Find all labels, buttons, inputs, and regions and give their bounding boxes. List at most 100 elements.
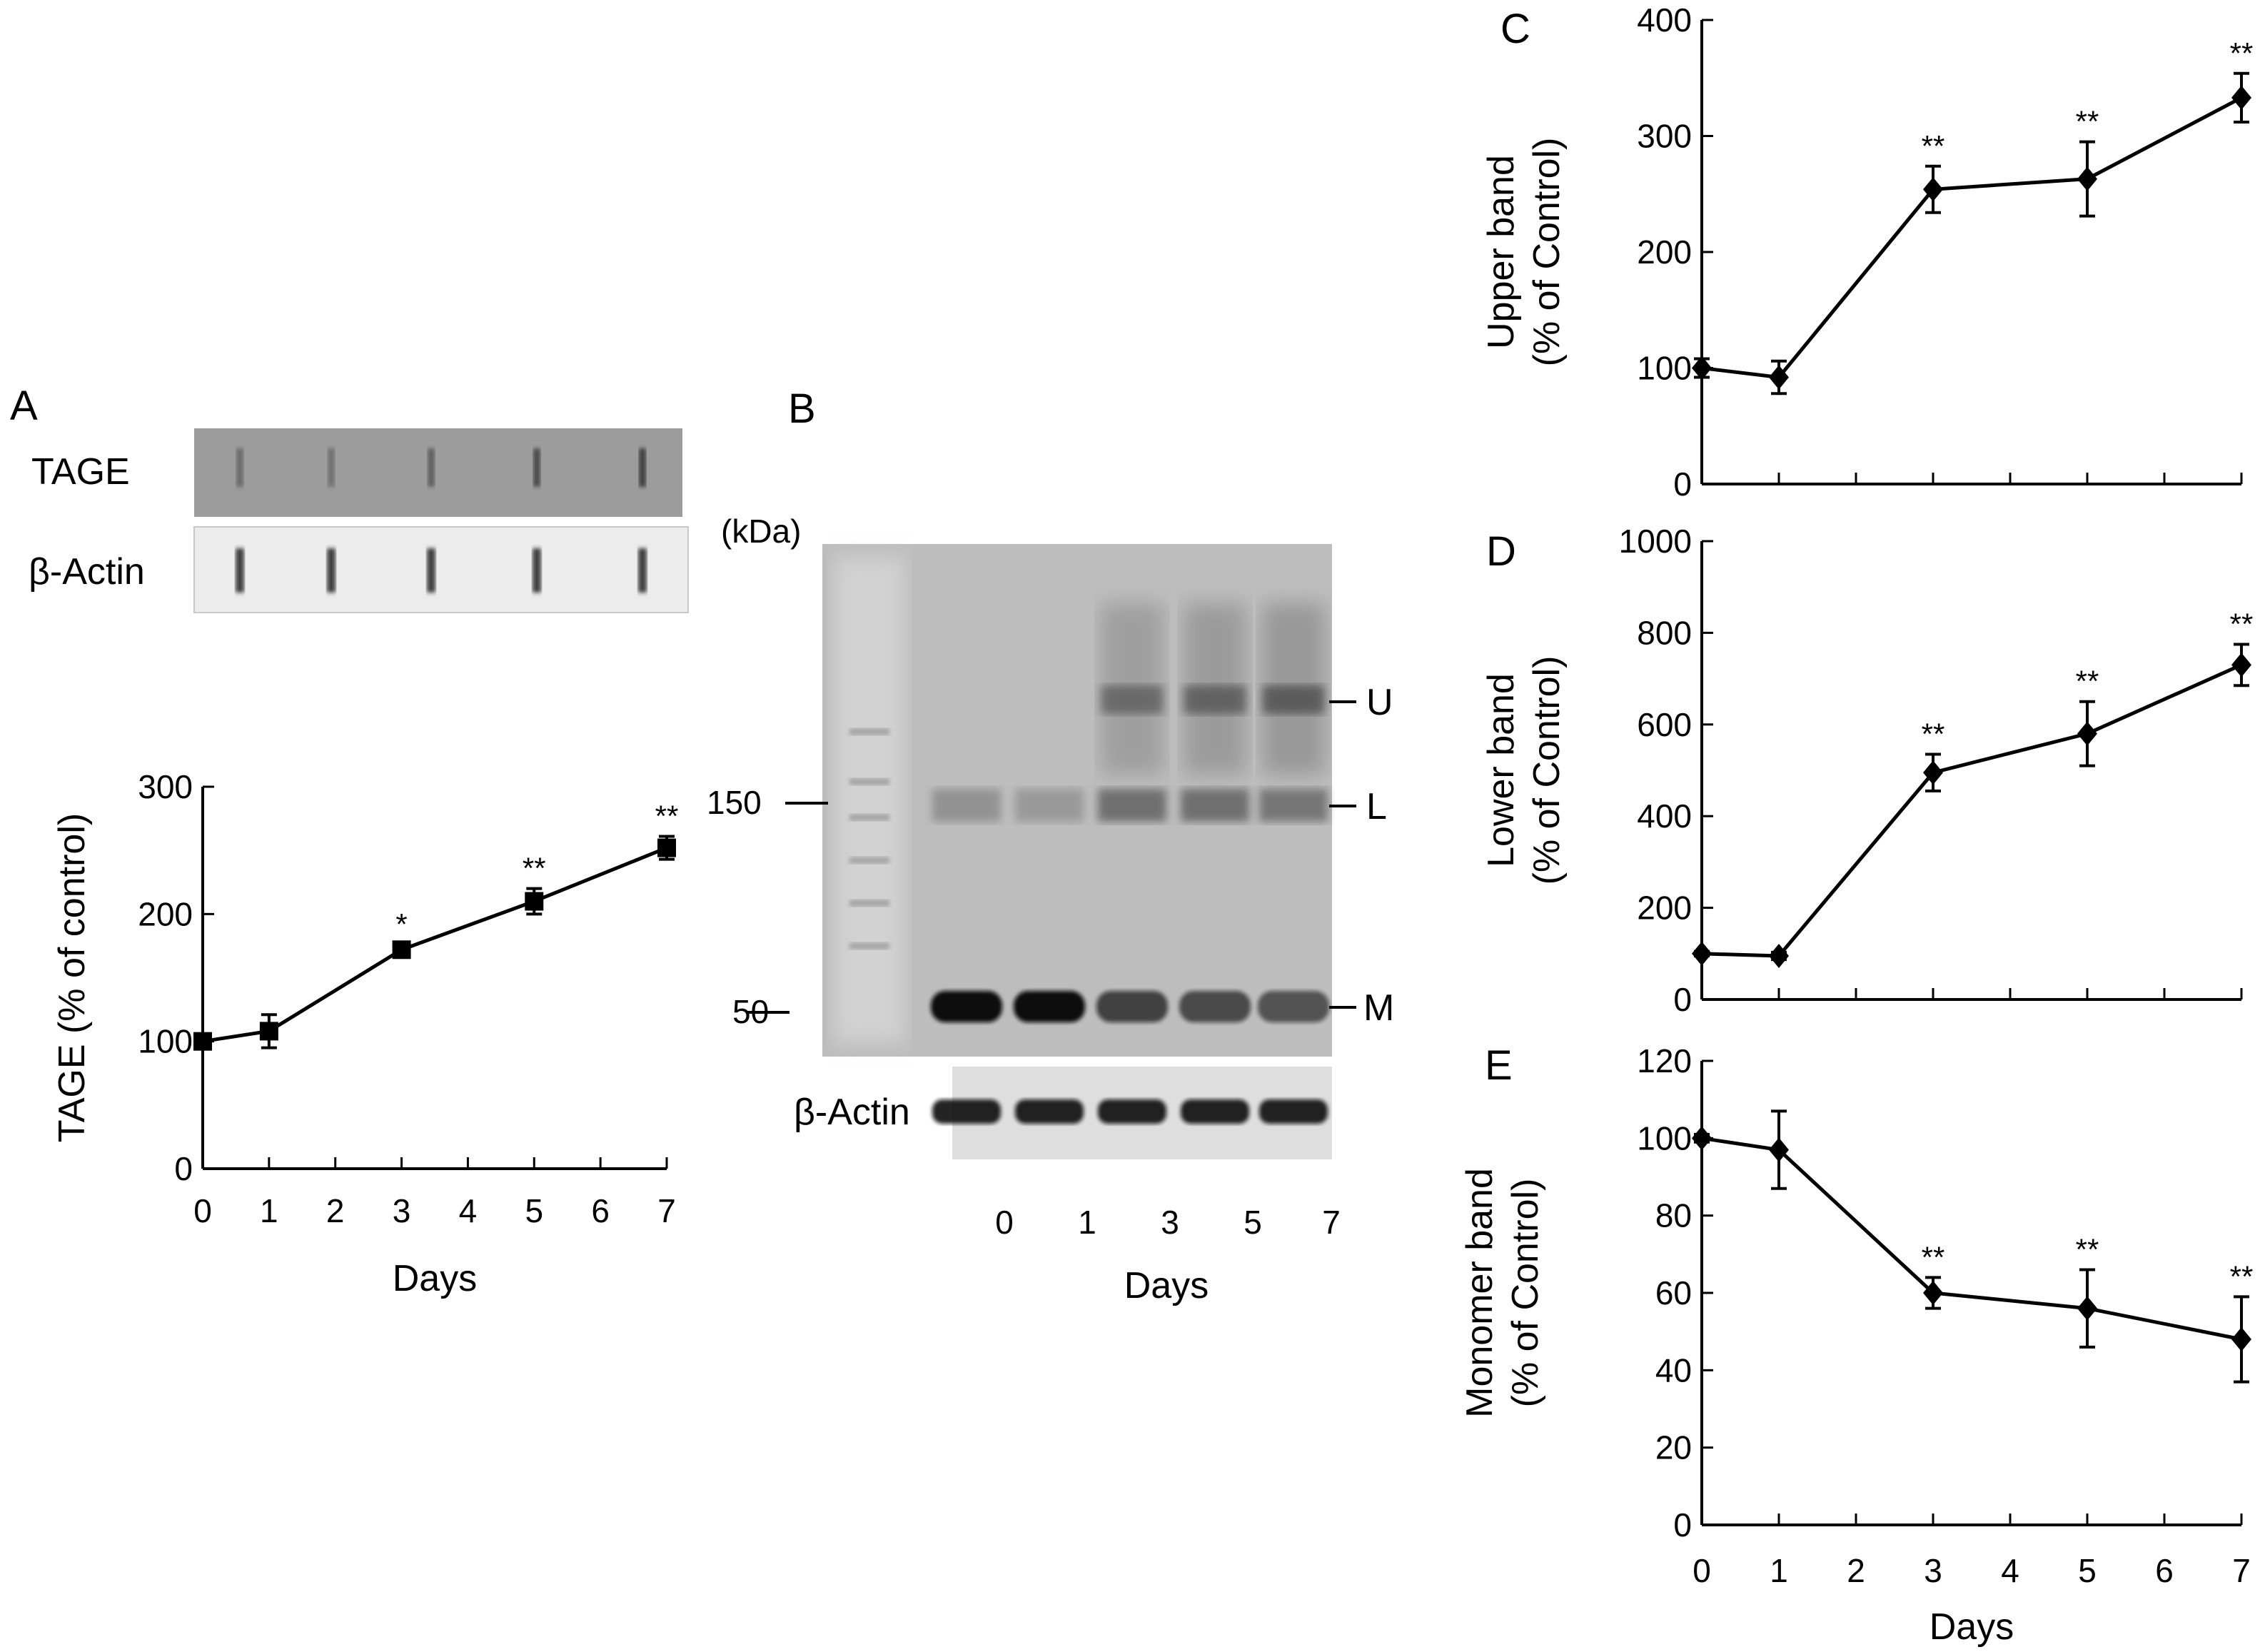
tage-dot-4 xyxy=(639,448,646,487)
lane-labels: 0 1 3 5 7 xyxy=(995,1204,1341,1241)
actin-blot-bands xyxy=(236,548,647,593)
band-m-lane-2 xyxy=(1096,991,1168,1022)
main-blot-bands xyxy=(834,557,1329,1042)
ladder-smear xyxy=(834,557,905,1042)
x-tick-label-e-3: 3 xyxy=(1924,1552,1942,1589)
x-tick-label-e-7: 7 xyxy=(2232,1552,2251,1589)
actin-band-lane-1 xyxy=(1015,1099,1084,1124)
data-point-d-2 xyxy=(1923,760,1943,785)
actin-blot-label: β-Actin xyxy=(794,1092,910,1133)
tage-dot-2 xyxy=(428,448,435,487)
marker-label-150: 150 xyxy=(707,784,762,821)
x-tick-label-a-7: 7 xyxy=(657,1192,676,1229)
lane-label-4: 7 xyxy=(1322,1204,1341,1241)
x-tick-label-e-1: 1 xyxy=(1770,1552,1788,1589)
x-tick-label-a-4: 4 xyxy=(459,1192,478,1229)
significance-d-2: ** xyxy=(1922,717,1945,751)
y-tick-label-d-4: 800 xyxy=(1637,614,1692,651)
data-point-e-3 xyxy=(2077,1296,2097,1321)
data-point-e-2 xyxy=(1923,1281,1943,1305)
data-point-a-0 xyxy=(193,1032,212,1051)
y-axis-title-a: TAGE (% of control) xyxy=(51,813,93,1142)
chart-panel-c: C 0 100 200 300 400 Upper band (% of Control) *… xyxy=(1480,1,2253,503)
actin-dot-1 xyxy=(327,548,336,593)
actin-band-lane-0 xyxy=(932,1099,1001,1124)
significance-c-4: ** xyxy=(2230,36,2254,70)
data-point-c-3 xyxy=(2077,166,2097,191)
kda-unit-label: (kDa) xyxy=(721,513,801,550)
data-point-d-0 xyxy=(1692,941,1712,966)
band-m-lane-1 xyxy=(1014,991,1085,1022)
chart-panel-e: E 0 1 2 3 4 5 6 7 0 20 40 60 80 100 120 Days Monomer ban… xyxy=(1459,1042,2253,1648)
x-tick-label-a-3: 3 xyxy=(393,1192,411,1229)
y-tick-label-a-0: 0 xyxy=(174,1150,193,1187)
y-tick-label-d-0: 0 xyxy=(1673,981,1692,1018)
panel-b-xlabel: Days xyxy=(1124,1265,1209,1306)
tage-dot-3 xyxy=(533,448,540,487)
significance-e-3: ** xyxy=(2076,1233,2099,1266)
significance-a-4: ** xyxy=(655,800,679,833)
band-l-lane-0 xyxy=(932,789,1001,822)
lane-label-1: 1 xyxy=(1078,1204,1096,1241)
y-tick-label-d-2: 400 xyxy=(1637,797,1692,835)
tage-dot-blot xyxy=(194,428,682,517)
band-u-lane-3 xyxy=(1184,685,1246,714)
panel-letter-c: C xyxy=(1500,6,1530,52)
data-point-a-3 xyxy=(525,892,544,911)
data-point-a-2 xyxy=(392,940,411,960)
significance-d-3: ** xyxy=(2076,665,2099,698)
significance-e-2: ** xyxy=(1922,1240,1945,1274)
actin-dot-0 xyxy=(236,548,244,593)
significance-d-4: ** xyxy=(2230,607,2254,640)
blot-row-label-actin: β-Actin xyxy=(29,551,145,593)
actin-dot-blot xyxy=(193,526,689,613)
significance-a-3: ** xyxy=(523,852,546,885)
data-point-d-3 xyxy=(2077,721,2097,746)
x-axis-title-a: Days xyxy=(393,1258,477,1299)
significance-e-4: ** xyxy=(2230,1259,2254,1293)
y-tick-label-e-4: 80 xyxy=(1655,1197,1692,1234)
marker-label-50: 50 xyxy=(732,993,769,1030)
y-tick-label-e-1: 20 xyxy=(1655,1429,1692,1466)
ladder-band-5 xyxy=(849,942,889,950)
series-line-d xyxy=(1701,663,2243,958)
x-tick-label-e-2: 2 xyxy=(1847,1552,1865,1589)
band-l-lane-4 xyxy=(1259,789,1328,822)
y-tick-label-e-5: 100 xyxy=(1637,1119,1692,1157)
actin-blot-bands-b xyxy=(932,1099,1328,1124)
band-label-u: U xyxy=(1366,682,1393,723)
chart-panel-a: 0 1 2 3 4 5 6 7 0 100 200 300 Days TAGE (% of control… xyxy=(51,768,678,1299)
band-l-lane-1 xyxy=(1015,789,1084,822)
tage-dot-0 xyxy=(236,448,243,487)
lane-label-3: 5 xyxy=(1244,1204,1262,1241)
band-m-lane-3 xyxy=(1179,991,1251,1022)
y-tick-label-e-2: 40 xyxy=(1655,1351,1692,1389)
data-point-c-0 xyxy=(1692,356,1712,381)
panel-letter-b: B xyxy=(788,386,816,432)
x-tick-label-a-0: 0 xyxy=(193,1192,212,1229)
ladder-band-1 xyxy=(849,778,889,785)
data-point-e-0 xyxy=(1692,1126,1712,1151)
y-tick-label-d-1: 200 xyxy=(1637,890,1692,927)
y-tick-label-a-1: 100 xyxy=(138,1023,193,1060)
data-point-a-4 xyxy=(657,838,676,857)
data-point-e-4 xyxy=(2231,1327,2251,1351)
x-tick-label-a-2: 2 xyxy=(326,1192,345,1229)
actin-band-lane-4 xyxy=(1259,1099,1328,1124)
ladder-band-2 xyxy=(849,814,889,821)
y-tick-label-d-3: 600 xyxy=(1637,706,1692,743)
tage-blot-bands xyxy=(236,448,646,487)
y-tick-label-e-3: 60 xyxy=(1655,1274,1692,1311)
y-tick-label-c-3: 300 xyxy=(1637,118,1692,155)
data-point-d-1 xyxy=(1769,944,1789,969)
significance-c-3: ** xyxy=(2076,105,2099,138)
x-axis-title-e: Days xyxy=(1929,1606,2014,1648)
band-m-lane-0 xyxy=(931,991,1002,1022)
data-point-d-4 xyxy=(2231,653,2251,678)
y-tick-label-c-1: 100 xyxy=(1637,350,1692,387)
x-tick-label-a-1: 1 xyxy=(260,1192,278,1229)
lane-label-0: 0 xyxy=(995,1204,1014,1241)
significance-c-2: ** xyxy=(1922,129,1945,163)
actin-dot-4 xyxy=(638,548,647,593)
